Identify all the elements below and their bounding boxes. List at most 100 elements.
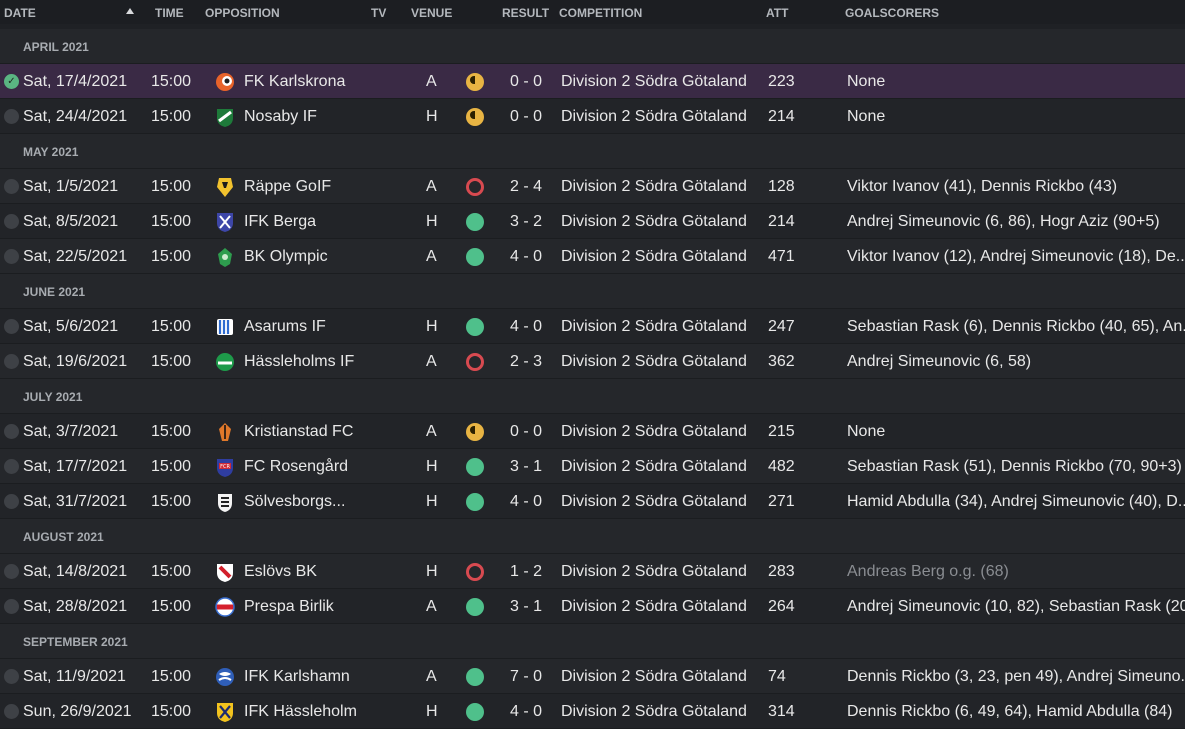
opposition-name[interactable]: Eslövs BK bbox=[244, 563, 317, 580]
fixture-row[interactable]: Sat, 11/9/2021 15:00 IFK Karlshamn A 7 - 0 Di… bbox=[0, 659, 1185, 694]
column-header-att[interactable]: ATT bbox=[766, 6, 789, 20]
match-attendance: 314 bbox=[768, 703, 795, 720]
column-header-time[interactable]: TIME bbox=[155, 6, 184, 20]
fixture-row[interactable]: Sat, 28/8/2021 15:00 Prespa Birlik A 3 - 1 Di… bbox=[0, 589, 1185, 624]
check-icon[interactable] bbox=[4, 424, 19, 439]
opposition-name[interactable]: FK Karlskrona bbox=[244, 73, 346, 90]
match-competition[interactable]: Division 2 Södra Götaland bbox=[561, 213, 747, 230]
match-date: Sat, 3/7/2021 bbox=[23, 423, 119, 440]
loss-result-icon bbox=[466, 563, 484, 581]
check-icon[interactable] bbox=[4, 564, 19, 579]
match-result[interactable]: 3 - 1 bbox=[510, 598, 543, 615]
match-competition[interactable]: Division 2 Södra Götaland bbox=[561, 703, 747, 720]
sort-ascending-icon[interactable] bbox=[126, 8, 134, 14]
month-group-header: APRIL 2021 bbox=[0, 29, 1185, 64]
opposition-name[interactable]: Räppe GoIF bbox=[244, 178, 332, 195]
column-header-opposition[interactable]: OPPOSITION bbox=[205, 6, 280, 20]
opposition-name[interactable]: Hässleholms IF bbox=[244, 353, 355, 370]
match-date: Sat, 1/5/2021 bbox=[23, 178, 119, 195]
match-result[interactable]: 1 - 2 bbox=[510, 563, 543, 580]
match-date: Sat, 17/4/2021 bbox=[23, 73, 128, 90]
match-result[interactable]: 3 - 2 bbox=[510, 213, 543, 230]
fixture-row[interactable]: Sat, 24/4/2021 15:00 Nosaby IF H 0 - 0 Divisi… bbox=[0, 99, 1185, 134]
match-time: 15:00 bbox=[151, 563, 192, 580]
match-venue: H bbox=[426, 703, 438, 720]
check-icon[interactable] bbox=[4, 704, 19, 719]
match-competition[interactable]: Division 2 Södra Götaland bbox=[561, 423, 747, 440]
fixture-row[interactable]: Sat, 14/8/2021 15:00 Eslövs BK H 1 - 2 Divisi… bbox=[0, 554, 1185, 589]
draw-result-icon bbox=[466, 423, 484, 441]
column-header-date[interactable]: DATE bbox=[4, 6, 36, 20]
match-competition[interactable]: Division 2 Södra Götaland bbox=[561, 493, 747, 510]
fixture-row[interactable]: ✓ Sat, 17/4/2021 15:00 FK Karlskrona A 0 - 0 D… bbox=[0, 64, 1185, 99]
match-competition[interactable]: Division 2 Södra Götaland bbox=[561, 563, 747, 580]
match-competition[interactable]: Division 2 Södra Götaland bbox=[561, 73, 747, 90]
fixture-row[interactable]: Sat, 31/7/2021 15:00 Sölvesborgs... H 4 - 0 D… bbox=[0, 484, 1185, 519]
opposition-name[interactable]: Kristianstad FC bbox=[244, 423, 354, 440]
match-result[interactable]: 0 - 0 bbox=[510, 73, 543, 90]
match-result[interactable]: 7 - 0 bbox=[510, 668, 543, 685]
opposition-name[interactable]: FC Rosengård bbox=[244, 458, 349, 475]
opposition-name[interactable]: IFK Karlshamn bbox=[244, 668, 350, 685]
match-result[interactable]: 3 - 1 bbox=[510, 458, 543, 475]
check-icon[interactable] bbox=[4, 214, 19, 229]
match-venue: H bbox=[426, 318, 438, 335]
check-icon[interactable] bbox=[4, 179, 19, 194]
match-goalscorers: None bbox=[847, 73, 886, 90]
column-header-tv[interactable]: TV bbox=[371, 6, 387, 20]
check-icon[interactable] bbox=[4, 459, 19, 474]
club-badge-icon bbox=[217, 319, 233, 335]
column-header-result[interactable]: RESULT bbox=[502, 6, 550, 20]
match-venue: A bbox=[426, 248, 437, 265]
match-result[interactable]: 0 - 0 bbox=[510, 423, 543, 440]
opposition-name[interactable]: Sölvesborgs... bbox=[244, 493, 346, 510]
match-competition[interactable]: Division 2 Södra Götaland bbox=[561, 353, 747, 370]
match-competition[interactable]: Division 2 Södra Götaland bbox=[561, 458, 747, 475]
club-badge-icon bbox=[215, 597, 235, 617]
match-result[interactable]: 0 - 0 bbox=[510, 108, 543, 125]
club-badge-icon bbox=[216, 668, 234, 686]
match-competition[interactable]: Division 2 Södra Götaland bbox=[561, 248, 747, 265]
match-goalscorers: Sebastian Rask (51), Dennis Rickbo (70, … bbox=[847, 458, 1182, 475]
fixture-row[interactable]: Sat, 19/6/2021 15:00 Hässleholms IF A 2 - 3 D… bbox=[0, 344, 1185, 379]
check-icon[interactable] bbox=[4, 319, 19, 334]
opposition-name[interactable]: IFK Berga bbox=[244, 213, 317, 230]
match-result[interactable]: 4 - 0 bbox=[510, 703, 543, 720]
fixture-row[interactable]: Sat, 22/5/2021 15:00 BK Olympic A 4 - 0 Divis… bbox=[0, 239, 1185, 274]
check-icon[interactable] bbox=[4, 109, 19, 124]
opposition-name[interactable]: Prespa Birlik bbox=[244, 598, 334, 615]
match-venue: H bbox=[426, 458, 438, 475]
match-date: Sat, 28/8/2021 bbox=[23, 598, 128, 615]
opposition-name[interactable]: Nosaby IF bbox=[244, 108, 317, 125]
fixture-row[interactable]: Sat, 1/5/2021 15:00 Räppe GoIF A 2 - 4 Divisi… bbox=[0, 169, 1185, 204]
match-competition[interactable]: Division 2 Södra Götaland bbox=[561, 668, 747, 685]
match-result[interactable]: 2 - 3 bbox=[510, 353, 543, 370]
check-icon[interactable]: ✓ bbox=[4, 74, 19, 89]
fixture-row[interactable]: Sat, 8/5/2021 15:00 IFK Berga H 3 - 2 Divisio… bbox=[0, 204, 1185, 239]
column-header-competition[interactable]: COMPETITION bbox=[559, 6, 643, 20]
match-result[interactable]: 4 - 0 bbox=[510, 248, 543, 265]
fixture-row[interactable]: Sat, 3/7/2021 15:00 Kristianstad FC A 0 - 0 D… bbox=[0, 414, 1185, 449]
match-competition[interactable]: Division 2 Södra Götaland bbox=[561, 598, 747, 615]
opposition-name[interactable]: BK Olympic bbox=[244, 248, 328, 265]
check-icon[interactable] bbox=[4, 354, 19, 369]
opposition-name[interactable]: IFK Hässleholm bbox=[244, 703, 357, 720]
match-competition[interactable]: Division 2 Södra Götaland bbox=[561, 108, 747, 125]
check-icon[interactable] bbox=[4, 494, 19, 509]
match-result[interactable]: 2 - 4 bbox=[510, 178, 543, 195]
fixture-row[interactable]: Sun, 26/9/2021 15:00 IFK Hässleholm H 4 - 0 D… bbox=[0, 694, 1185, 729]
check-icon[interactable] bbox=[4, 669, 19, 684]
match-date: Sat, 14/8/2021 bbox=[23, 563, 128, 580]
match-result[interactable]: 4 - 0 bbox=[510, 318, 543, 335]
fixture-row[interactable]: Sat, 5/6/2021 15:00 Asarums IF H 4 - 0 Divisi… bbox=[0, 309, 1185, 344]
check-icon[interactable] bbox=[4, 249, 19, 264]
match-result[interactable]: 4 - 0 bbox=[510, 493, 543, 510]
match-competition[interactable]: Division 2 Södra Götaland bbox=[561, 178, 747, 195]
match-date: Sat, 31/7/2021 bbox=[23, 493, 128, 510]
opposition-name[interactable]: Asarums IF bbox=[244, 318, 326, 335]
column-header-goalscorers[interactable]: GOALSCORERS bbox=[845, 6, 940, 20]
fixture-row[interactable]: Sat, 17/7/2021 15:00 FCR FC Rosengård H 3 - 1… bbox=[0, 449, 1185, 484]
match-competition[interactable]: Division 2 Södra Götaland bbox=[561, 318, 747, 335]
check-icon[interactable] bbox=[4, 599, 19, 614]
column-header-venue[interactable]: VENUE bbox=[411, 6, 453, 20]
